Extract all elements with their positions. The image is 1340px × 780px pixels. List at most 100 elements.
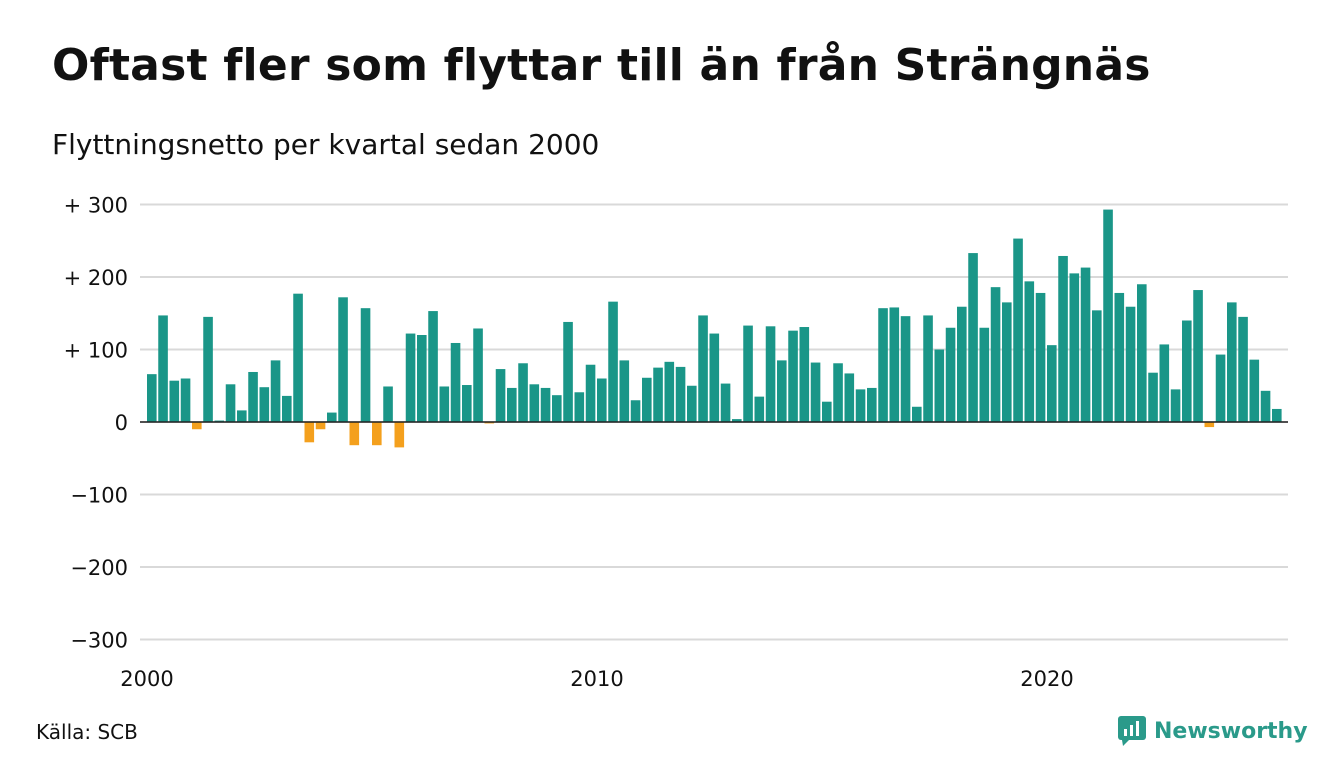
bar-2021-k4: [1125, 306, 1136, 422]
bar-2013-k1: [732, 419, 742, 422]
bar-2001-k1: [192, 422, 202, 430]
x-axis-ticks: 2000 2010 2020: [120, 667, 1073, 691]
bar-2021-k2: [1103, 209, 1113, 422]
y-tick-label: + 100: [64, 339, 128, 363]
brand-name: Newsworthy: [1154, 718, 1308, 744]
bar-2005-k4: [405, 333, 416, 422]
bar-2022-k2: [1148, 372, 1158, 422]
bar-2017-k4: [945, 327, 956, 422]
y-tick-label: 0: [115, 411, 128, 435]
bar-2018-k1: [957, 306, 967, 422]
bar-2008-k4: [540, 387, 551, 422]
bar-2009-k2: [563, 321, 573, 422]
bar-2022-k3: [1159, 344, 1170, 423]
bar-2010-k1: [597, 378, 607, 422]
bar-2009-k3: [574, 392, 585, 422]
y-tick-label: −300: [70, 629, 128, 653]
bar-2023-k1: [1182, 320, 1192, 422]
bar-2004-k3: [349, 422, 360, 446]
bar-2019-k2: [1013, 238, 1023, 422]
bar-2020-k1: [1047, 345, 1057, 422]
bar-2013-k3: [754, 396, 765, 423]
bar-2000-k2: [158, 315, 168, 423]
brand-logo: Newsworthy: [1118, 714, 1308, 748]
bar-2002-k4: [270, 360, 281, 423]
bar-2013-k4: [765, 326, 776, 422]
bar-2007-k4: [495, 369, 506, 422]
bar-2000-k1: [147, 374, 157, 422]
bar-2019-k4: [1035, 292, 1046, 422]
bar-2004-k1: [327, 412, 337, 422]
bar-2019-k3: [1024, 281, 1035, 422]
bar-2005-k3: [394, 422, 405, 448]
bar-2010-k2: [608, 301, 618, 422]
bar-2002-k1: [237, 410, 247, 422]
bar-2004-k4: [360, 308, 371, 423]
y-tick-label: + 200: [64, 266, 128, 290]
bar-chart: + 300 + 200 + 100 0 −100 −200 −300 2000 2010 202…: [64, 194, 1288, 691]
bar-2000-k4: [180, 378, 191, 422]
bar-2001-k4: [225, 384, 236, 422]
bar-2003-k3: [304, 422, 315, 443]
bar-2016-k3: [889, 307, 900, 422]
bar-2019-k1: [1002, 302, 1012, 423]
bar-2022-k1: [1137, 284, 1147, 422]
bar-2012-k4: [720, 383, 731, 422]
bar-2016-k2: [878, 308, 888, 423]
bar-2024-k1: [1227, 302, 1237, 423]
bar-2011-k1: [642, 377, 652, 422]
bar-2017-k3: [934, 349, 945, 422]
chart-title: Oftast fler som flyttar till än från Str…: [52, 40, 1151, 91]
bar-2018-k4: [990, 287, 1001, 422]
bar-2002-k2: [248, 371, 258, 422]
bar-2025-k1: [1272, 408, 1282, 422]
bar-2023-k2: [1193, 290, 1203, 422]
y-tick-label: −200: [70, 556, 128, 580]
bar-2003-k2: [293, 293, 303, 422]
bar-2018-k2: [968, 253, 978, 422]
bar-2024-k4: [1260, 390, 1271, 422]
bar-2006-k2: [428, 311, 438, 422]
bar-2008-k2: [518, 363, 528, 422]
bar-2015-k4: [855, 389, 866, 423]
bar-2014-k4: [810, 362, 821, 422]
bar-2014-k3: [799, 327, 810, 422]
bar-2012-k1: [687, 385, 697, 422]
bar-2020-k4: [1080, 267, 1091, 422]
bar-2021-k1: [1092, 310, 1102, 422]
bar-2018-k3: [979, 327, 990, 422]
bar-2024-k2: [1238, 316, 1248, 423]
bar-2003-k4: [315, 422, 326, 430]
y-tick-label: −100: [70, 484, 128, 508]
bar-2008-k1: [507, 387, 517, 422]
bar-2002-k3: [259, 387, 270, 422]
bar-2011-k2: [653, 367, 663, 423]
bars: [140, 209, 1288, 448]
source-note: Källa: SCB: [36, 720, 138, 744]
bar-2000-k3: [169, 380, 180, 422]
x-tick-label: 2000: [120, 667, 173, 691]
bar-2015-k2: [833, 363, 843, 422]
bar-2014-k2: [788, 330, 798, 422]
bar-2017-k2: [923, 315, 933, 423]
bar-2010-k4: [630, 400, 641, 422]
bar-2006-k1: [417, 335, 427, 422]
x-tick-label: 2020: [1020, 667, 1073, 691]
bar-2011-k4: [675, 366, 686, 422]
bar-2023-k4: [1215, 354, 1226, 422]
bar-2016-k4: [900, 316, 911, 422]
bar-2016-k1: [867, 387, 877, 422]
bar-2023-k3: [1204, 422, 1215, 428]
bar-2021-k3: [1114, 292, 1125, 422]
bar-2010-k3: [619, 360, 630, 423]
bar-2008-k3: [529, 384, 540, 422]
newsworthy-logo-icon: [1118, 716, 1146, 746]
bar-2024-k3: [1249, 359, 1260, 422]
chart-subtitle: Flyttningsnetto per kvartal sedan 2000: [52, 128, 600, 161]
bar-2020-k2: [1058, 255, 1068, 422]
bar-2014-k1: [777, 360, 787, 423]
bar-2001-k2: [203, 316, 213, 423]
bar-2005-k1: [372, 422, 382, 446]
bar-2003-k1: [282, 395, 292, 422]
bar-2012-k2: [698, 315, 708, 423]
